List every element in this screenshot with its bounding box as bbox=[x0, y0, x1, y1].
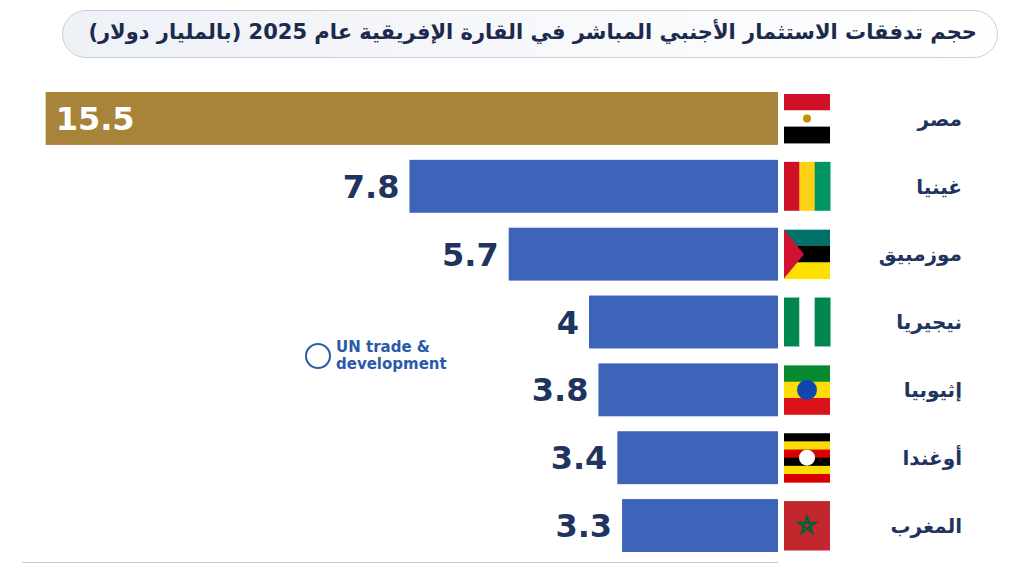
data-label: 3.4 bbox=[551, 439, 608, 477]
flag-stripe bbox=[784, 398, 830, 415]
flag-stripe bbox=[784, 110, 830, 127]
flag-emblem bbox=[797, 380, 817, 400]
flag-emblem bbox=[798, 517, 815, 533]
chart: 15.5 7.8 5.7 4 3.8 3.4 3.3 مصر غينيا موزمبيق نيجير… bbox=[0, 0, 1022, 576]
data-label: 4 bbox=[557, 304, 579, 342]
flags bbox=[784, 94, 831, 551]
flag bbox=[784, 230, 830, 279]
source: UN trade &development bbox=[306, 338, 447, 373]
category-labels: مصر غينيا موزمبيق نيجيريا إثيوبيا أوغندا المغر… bbox=[879, 107, 962, 538]
category-label: موزمبيق bbox=[879, 242, 962, 266]
flag bbox=[784, 365, 830, 414]
title: حجم تدفقات الاستثمار الأجنبي المباشر في … bbox=[88, 20, 977, 44]
x-axis bbox=[23, 562, 779, 563]
data-label: 3.3 bbox=[555, 507, 612, 545]
flag bbox=[784, 433, 830, 482]
bars bbox=[46, 92, 778, 552]
bar bbox=[589, 296, 778, 349]
flag-stripe bbox=[799, 162, 815, 211]
flag-stripe bbox=[784, 365, 830, 382]
category-label: أوغندا bbox=[902, 444, 962, 470]
flag bbox=[784, 501, 830, 550]
category-label: مصر bbox=[916, 107, 962, 131]
bar bbox=[598, 363, 778, 416]
flag-stripe bbox=[784, 441, 830, 450]
flag-stripe bbox=[784, 466, 830, 475]
flag-stripe bbox=[784, 127, 830, 144]
flag-stripe bbox=[815, 298, 831, 347]
data-labels: 15.5 7.8 5.7 4 3.8 3.4 3.3 bbox=[56, 100, 612, 545]
flag-stripe bbox=[784, 433, 830, 442]
data-label: 7.8 bbox=[343, 168, 400, 206]
flag-stripe bbox=[784, 162, 800, 211]
category-label: نيجيريا bbox=[896, 310, 962, 334]
source-logo bbox=[306, 344, 330, 368]
category-label: المغرب bbox=[890, 514, 962, 538]
flag-stripe bbox=[784, 94, 830, 111]
flag-emblem bbox=[799, 450, 815, 466]
bar bbox=[509, 228, 778, 281]
flag bbox=[784, 298, 831, 347]
bar bbox=[409, 160, 778, 213]
bar bbox=[622, 499, 778, 552]
flag-stripe bbox=[784, 298, 800, 347]
flag bbox=[784, 162, 831, 211]
bar bbox=[46, 92, 778, 145]
data-label: 15.5 bbox=[56, 100, 135, 138]
flag-triangle bbox=[784, 230, 804, 279]
data-label: 3.8 bbox=[532, 371, 589, 409]
source-text: UN trade &development bbox=[336, 338, 447, 373]
axis-line bbox=[23, 562, 779, 563]
category-label: إثيوبيا bbox=[904, 378, 962, 402]
flag-stripe bbox=[815, 162, 831, 211]
flag bbox=[784, 94, 830, 143]
data-label: 5.7 bbox=[442, 236, 499, 274]
title-box: حجم تدفقات الاستثمار الأجنبي المباشر في … bbox=[62, 10, 998, 58]
flag-emblem bbox=[803, 114, 811, 122]
category-label: غينيا bbox=[916, 175, 962, 199]
flag-stripe bbox=[799, 298, 815, 347]
flag-stripe bbox=[784, 474, 830, 483]
flag-stripe bbox=[784, 501, 830, 550]
bar bbox=[617, 431, 778, 484]
